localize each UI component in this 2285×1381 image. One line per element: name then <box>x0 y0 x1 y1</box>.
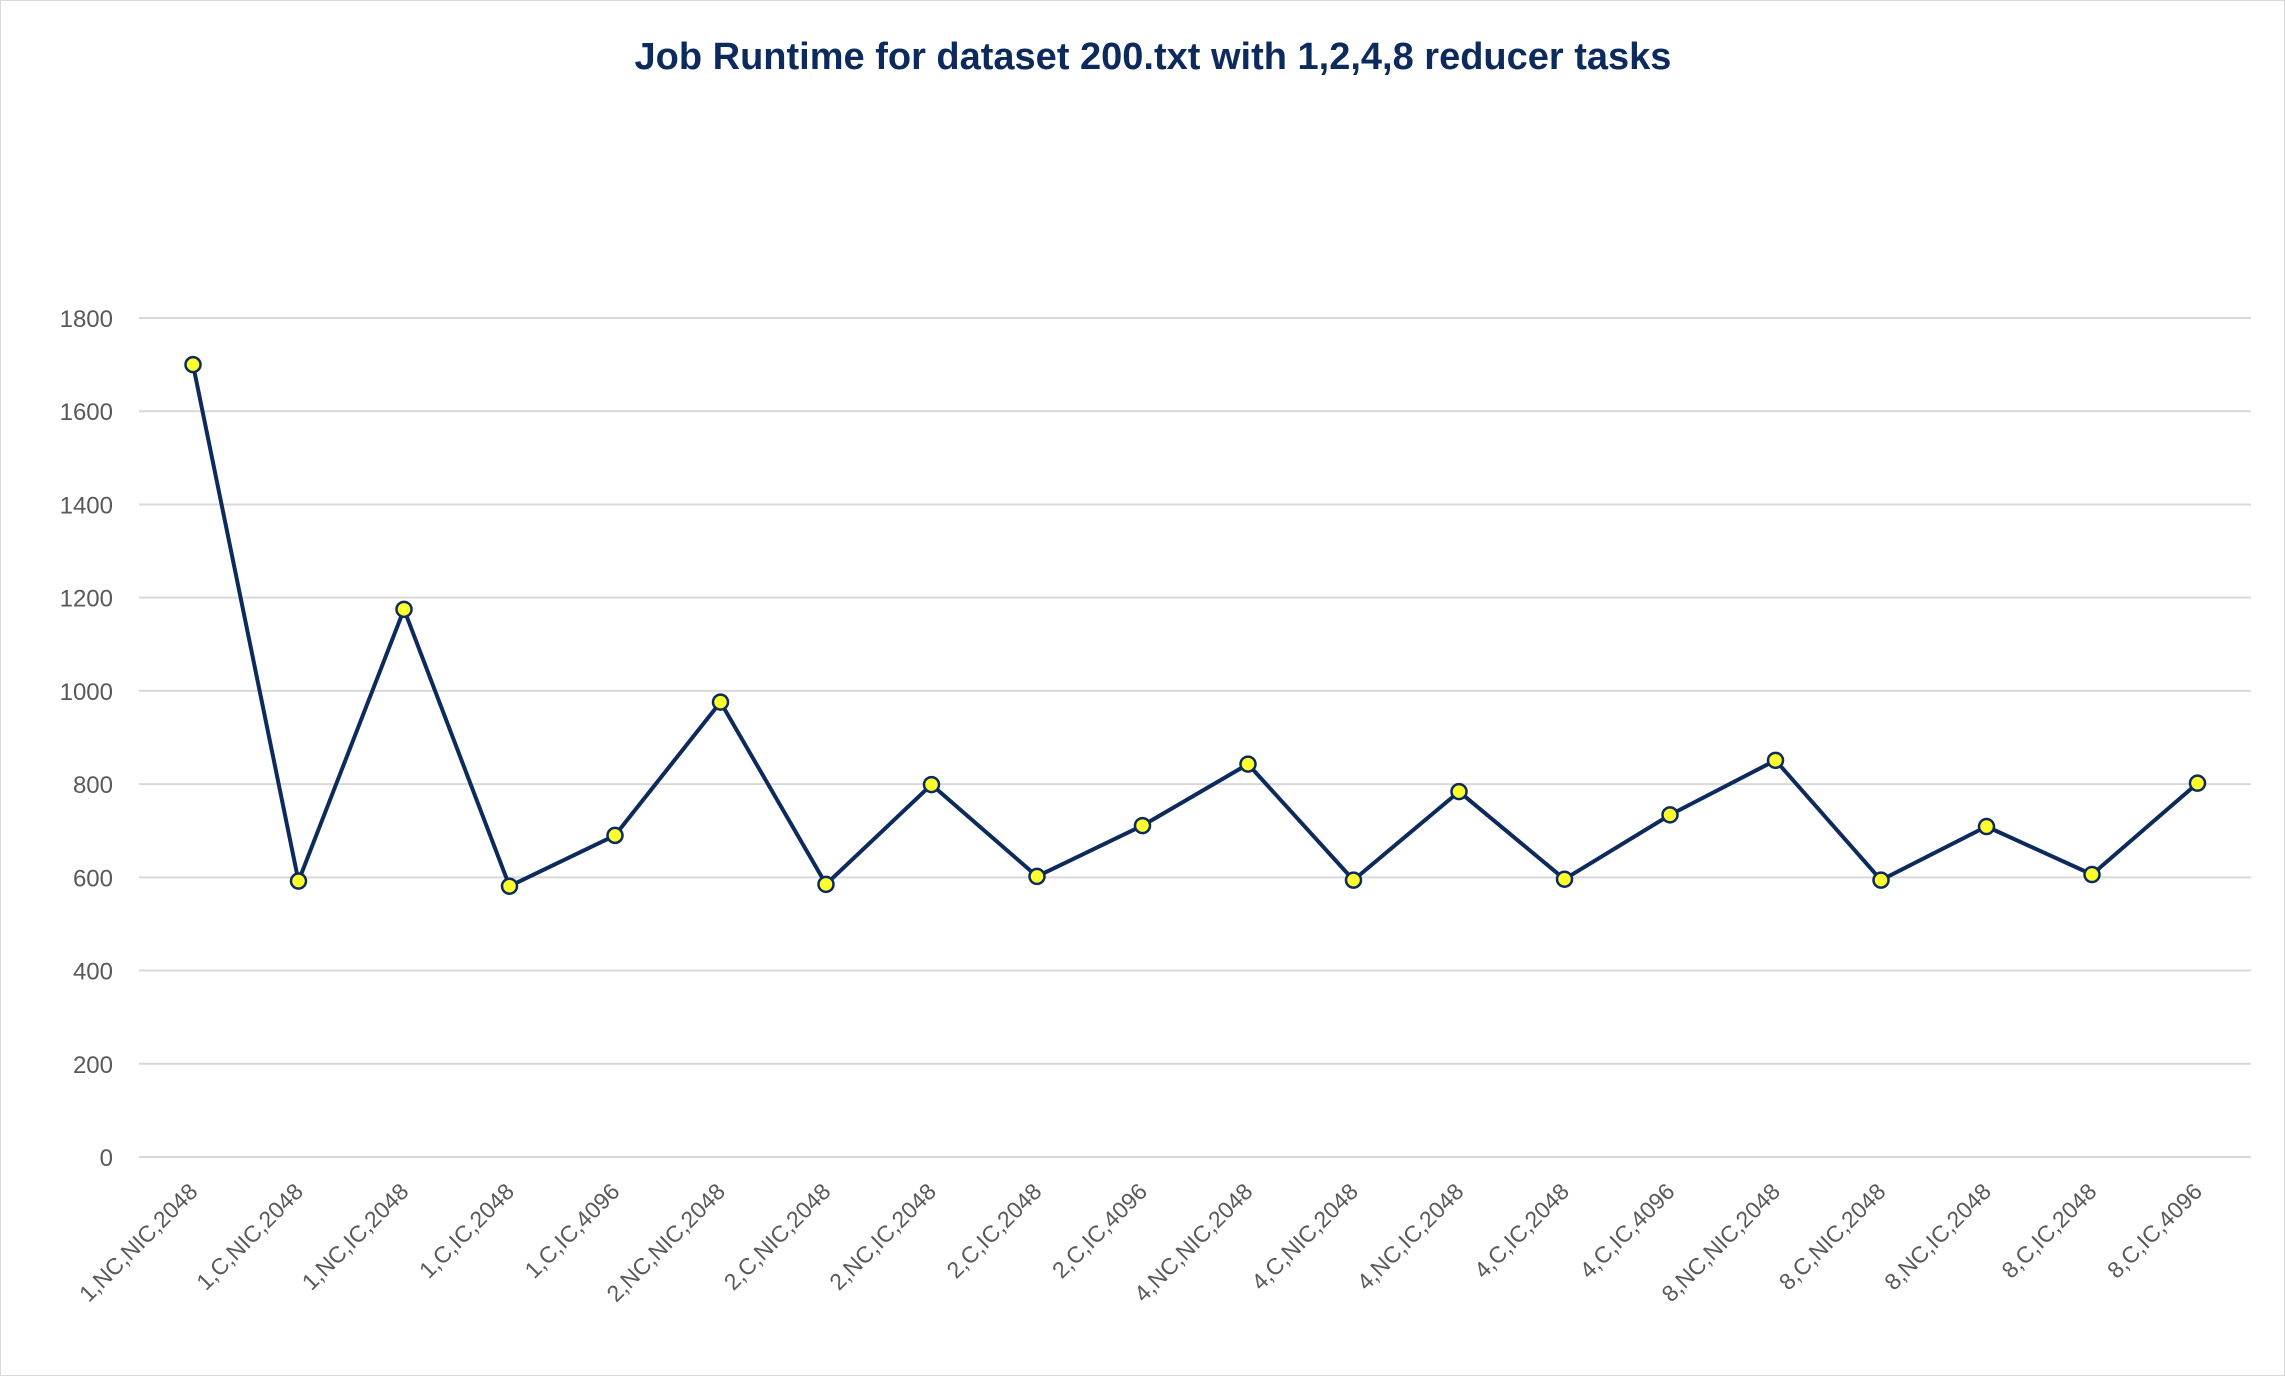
x-category-label: 8,C,IC,4096 <box>2102 1178 2207 1283</box>
data-point <box>922 775 941 794</box>
x-category-label: 1,C,NIC,2048 <box>191 1178 308 1295</box>
x-category-label: 1,NC,NIC,2048 <box>74 1178 203 1307</box>
data-point <box>1661 806 1679 824</box>
data-point <box>1028 867 1046 886</box>
x-category-label: 2,C,IC,4096 <box>1047 1178 1152 1283</box>
y-axis-tick-labels: 0 200 400 600 800 1000 1200 1400 1600 1800 <box>60 306 113 1172</box>
x-category-label: 4,C,NIC,2048 <box>1246 1178 1363 1295</box>
data-point <box>289 872 308 890</box>
data-point <box>817 875 835 894</box>
data-point <box>1133 816 1152 835</box>
data-point <box>606 826 624 845</box>
data-point <box>1239 755 1257 773</box>
x-category-label: 8,C,IC,2048 <box>1996 1178 2101 1283</box>
y-tick-label: 1200 <box>60 586 113 613</box>
data-point <box>1555 870 1574 888</box>
data-point <box>2188 774 2207 792</box>
data-point <box>500 877 519 895</box>
y-tick-label: 800 <box>73 772 113 799</box>
data-point <box>2083 865 2101 884</box>
data-point <box>1977 817 1996 836</box>
y-tick-label: 1400 <box>60 492 113 519</box>
y-tick-label: 0 <box>100 1145 113 1172</box>
data-point <box>1872 871 1890 889</box>
data-point <box>1344 871 1363 889</box>
x-category-label: 2,C,NIC,2048 <box>719 1178 836 1295</box>
gridlines <box>139 317 2251 1158</box>
x-category-label: 8,C,NIC,2048 <box>1774 1178 1891 1295</box>
y-tick-label: 1800 <box>60 306 113 333</box>
series-line <box>191 364 2199 889</box>
data-point <box>1450 782 1468 801</box>
y-tick-label: 400 <box>73 959 113 986</box>
y-tick-label: 600 <box>73 865 113 892</box>
x-category-label: 2,C,IC,2048 <box>941 1178 1046 1283</box>
x-category-label: 1,C,IC,4096 <box>519 1178 624 1283</box>
data-point <box>395 600 413 619</box>
x-category-label: 4,NC,IC,2048 <box>1352 1178 1469 1295</box>
x-category-label: 1,NC,IC,2048 <box>297 1178 414 1295</box>
y-tick-label: 200 <box>73 1052 113 1079</box>
chart-title: Job Runtime for dataset 200.txt with 1,2… <box>635 36 1672 78</box>
data-point <box>1766 751 1785 770</box>
x-category-label: 8,NC,IC,2048 <box>1879 1178 1996 1295</box>
x-category-label: 1,C,IC,2048 <box>414 1178 519 1283</box>
y-tick-label: 1000 <box>60 679 113 706</box>
series-layer <box>184 355 2207 895</box>
x-category-label: 4,C,IC,4096 <box>1574 1178 1679 1283</box>
data-point <box>711 693 730 711</box>
x-category-label: 2,NC,IC,2048 <box>824 1178 941 1295</box>
data-point <box>184 355 202 374</box>
y-tick-label: 1600 <box>60 399 113 426</box>
x-category-label: 4,C,IC,2048 <box>1469 1178 1574 1283</box>
